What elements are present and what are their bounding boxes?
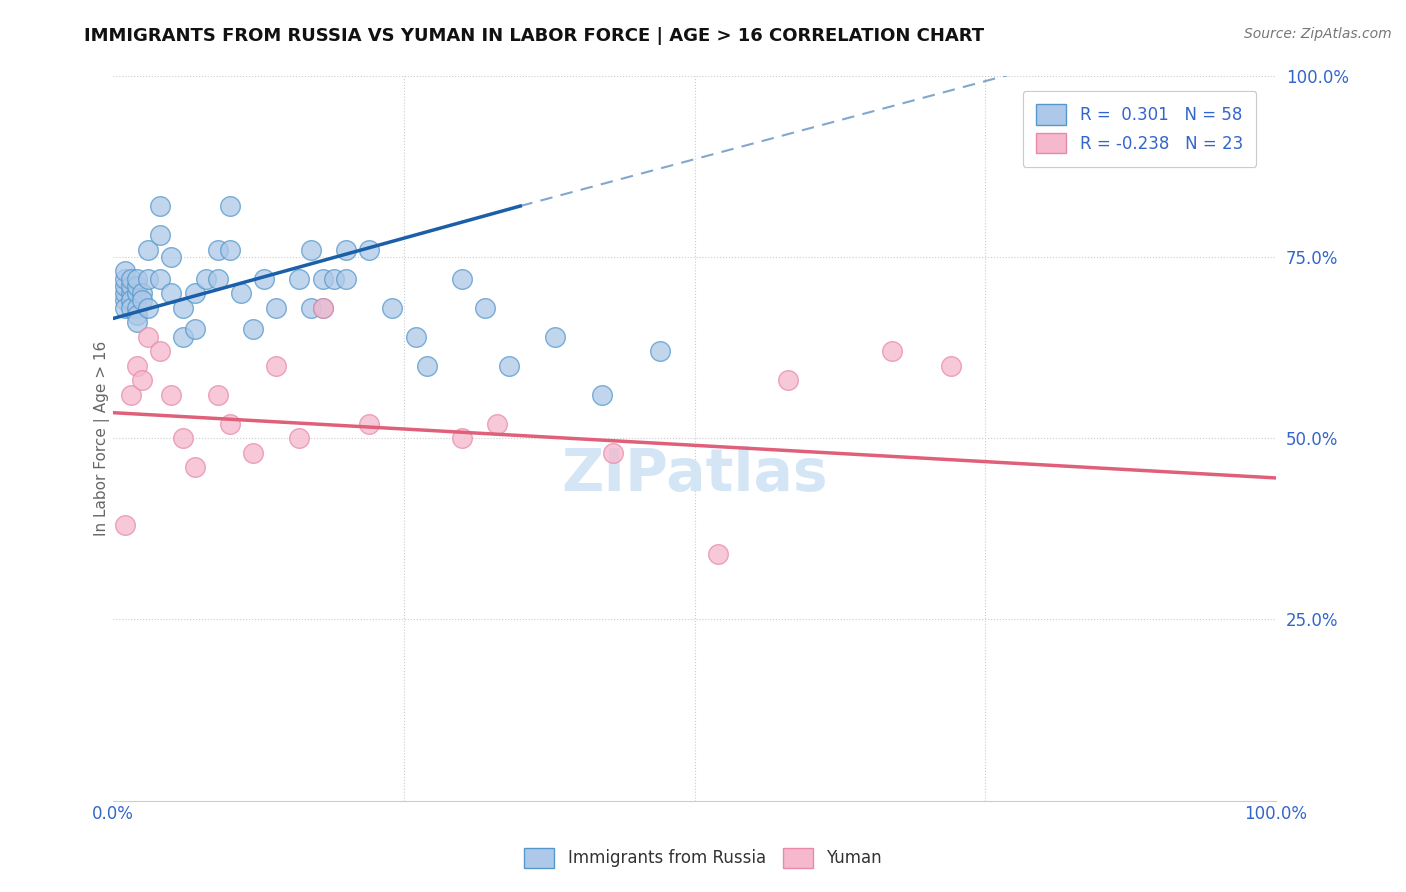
- Text: Source: ZipAtlas.com: Source: ZipAtlas.com: [1244, 27, 1392, 41]
- Point: [218, 199, 240, 213]
- Point: [114, 293, 136, 308]
- Point: [172, 431, 194, 445]
- Point: [474, 301, 496, 315]
- Point: [114, 264, 136, 278]
- Point: [183, 460, 205, 475]
- Point: [125, 301, 148, 315]
- Point: [125, 359, 148, 373]
- Point: [136, 271, 159, 285]
- Point: [120, 387, 142, 401]
- Point: [120, 271, 142, 285]
- Point: [131, 373, 153, 387]
- Point: [882, 344, 904, 359]
- Point: [207, 243, 229, 257]
- Point: [125, 308, 148, 322]
- Point: [207, 271, 229, 285]
- Point: [218, 417, 240, 431]
- Point: [707, 547, 730, 561]
- Point: [485, 417, 508, 431]
- Point: [183, 322, 205, 336]
- Point: [160, 286, 183, 301]
- Point: [114, 271, 136, 285]
- Point: [207, 387, 229, 401]
- Point: [359, 417, 381, 431]
- Point: [231, 286, 253, 301]
- Point: [323, 271, 346, 285]
- Point: [149, 344, 172, 359]
- Point: [131, 293, 153, 308]
- Point: [136, 301, 159, 315]
- Point: [288, 271, 311, 285]
- Point: [359, 243, 381, 257]
- Point: [149, 199, 172, 213]
- Point: [776, 373, 799, 387]
- Point: [183, 286, 205, 301]
- Point: [311, 271, 333, 285]
- Point: [218, 243, 240, 257]
- Point: [264, 301, 287, 315]
- Point: [939, 359, 962, 373]
- Point: [136, 243, 159, 257]
- Point: [120, 301, 142, 315]
- Point: [602, 445, 624, 459]
- Point: [416, 359, 439, 373]
- Point: [451, 271, 474, 285]
- Point: [120, 293, 142, 308]
- Point: [172, 329, 194, 343]
- Point: [114, 286, 136, 301]
- Point: [335, 271, 357, 285]
- Point: [149, 271, 172, 285]
- Point: [299, 301, 322, 315]
- Point: [311, 301, 333, 315]
- Text: ZIPatlas: ZIPatlas: [561, 446, 828, 503]
- Point: [136, 329, 159, 343]
- Point: [242, 322, 264, 336]
- Point: [405, 329, 427, 343]
- Point: [264, 359, 287, 373]
- Point: [299, 243, 322, 257]
- Point: [114, 278, 136, 293]
- Point: [195, 271, 218, 285]
- Point: [114, 301, 136, 315]
- Point: [288, 431, 311, 445]
- Point: [311, 301, 333, 315]
- Point: [160, 250, 183, 264]
- Point: [253, 271, 276, 285]
- Legend: Immigrants from Russia, Yuman: Immigrants from Russia, Yuman: [517, 841, 889, 875]
- Point: [160, 387, 183, 401]
- Point: [114, 518, 136, 533]
- Point: [591, 387, 613, 401]
- Point: [172, 301, 194, 315]
- Point: [125, 315, 148, 329]
- Legend: R =  0.301   N = 58, R = -0.238   N = 23: R = 0.301 N = 58, R = -0.238 N = 23: [1024, 91, 1256, 167]
- Point: [125, 286, 148, 301]
- Point: [149, 227, 172, 242]
- Point: [125, 278, 148, 293]
- Point: [544, 329, 567, 343]
- Y-axis label: In Labor Force | Age > 16: In Labor Force | Age > 16: [94, 341, 110, 536]
- Point: [125, 271, 148, 285]
- Point: [381, 301, 404, 315]
- Point: [451, 431, 474, 445]
- Point: [498, 359, 520, 373]
- Point: [242, 445, 264, 459]
- Point: [335, 243, 357, 257]
- Point: [648, 344, 671, 359]
- Point: [120, 286, 142, 301]
- Point: [120, 278, 142, 293]
- Text: IMMIGRANTS FROM RUSSIA VS YUMAN IN LABOR FORCE | AGE > 16 CORRELATION CHART: IMMIGRANTS FROM RUSSIA VS YUMAN IN LABOR…: [84, 27, 984, 45]
- Point: [131, 286, 153, 301]
